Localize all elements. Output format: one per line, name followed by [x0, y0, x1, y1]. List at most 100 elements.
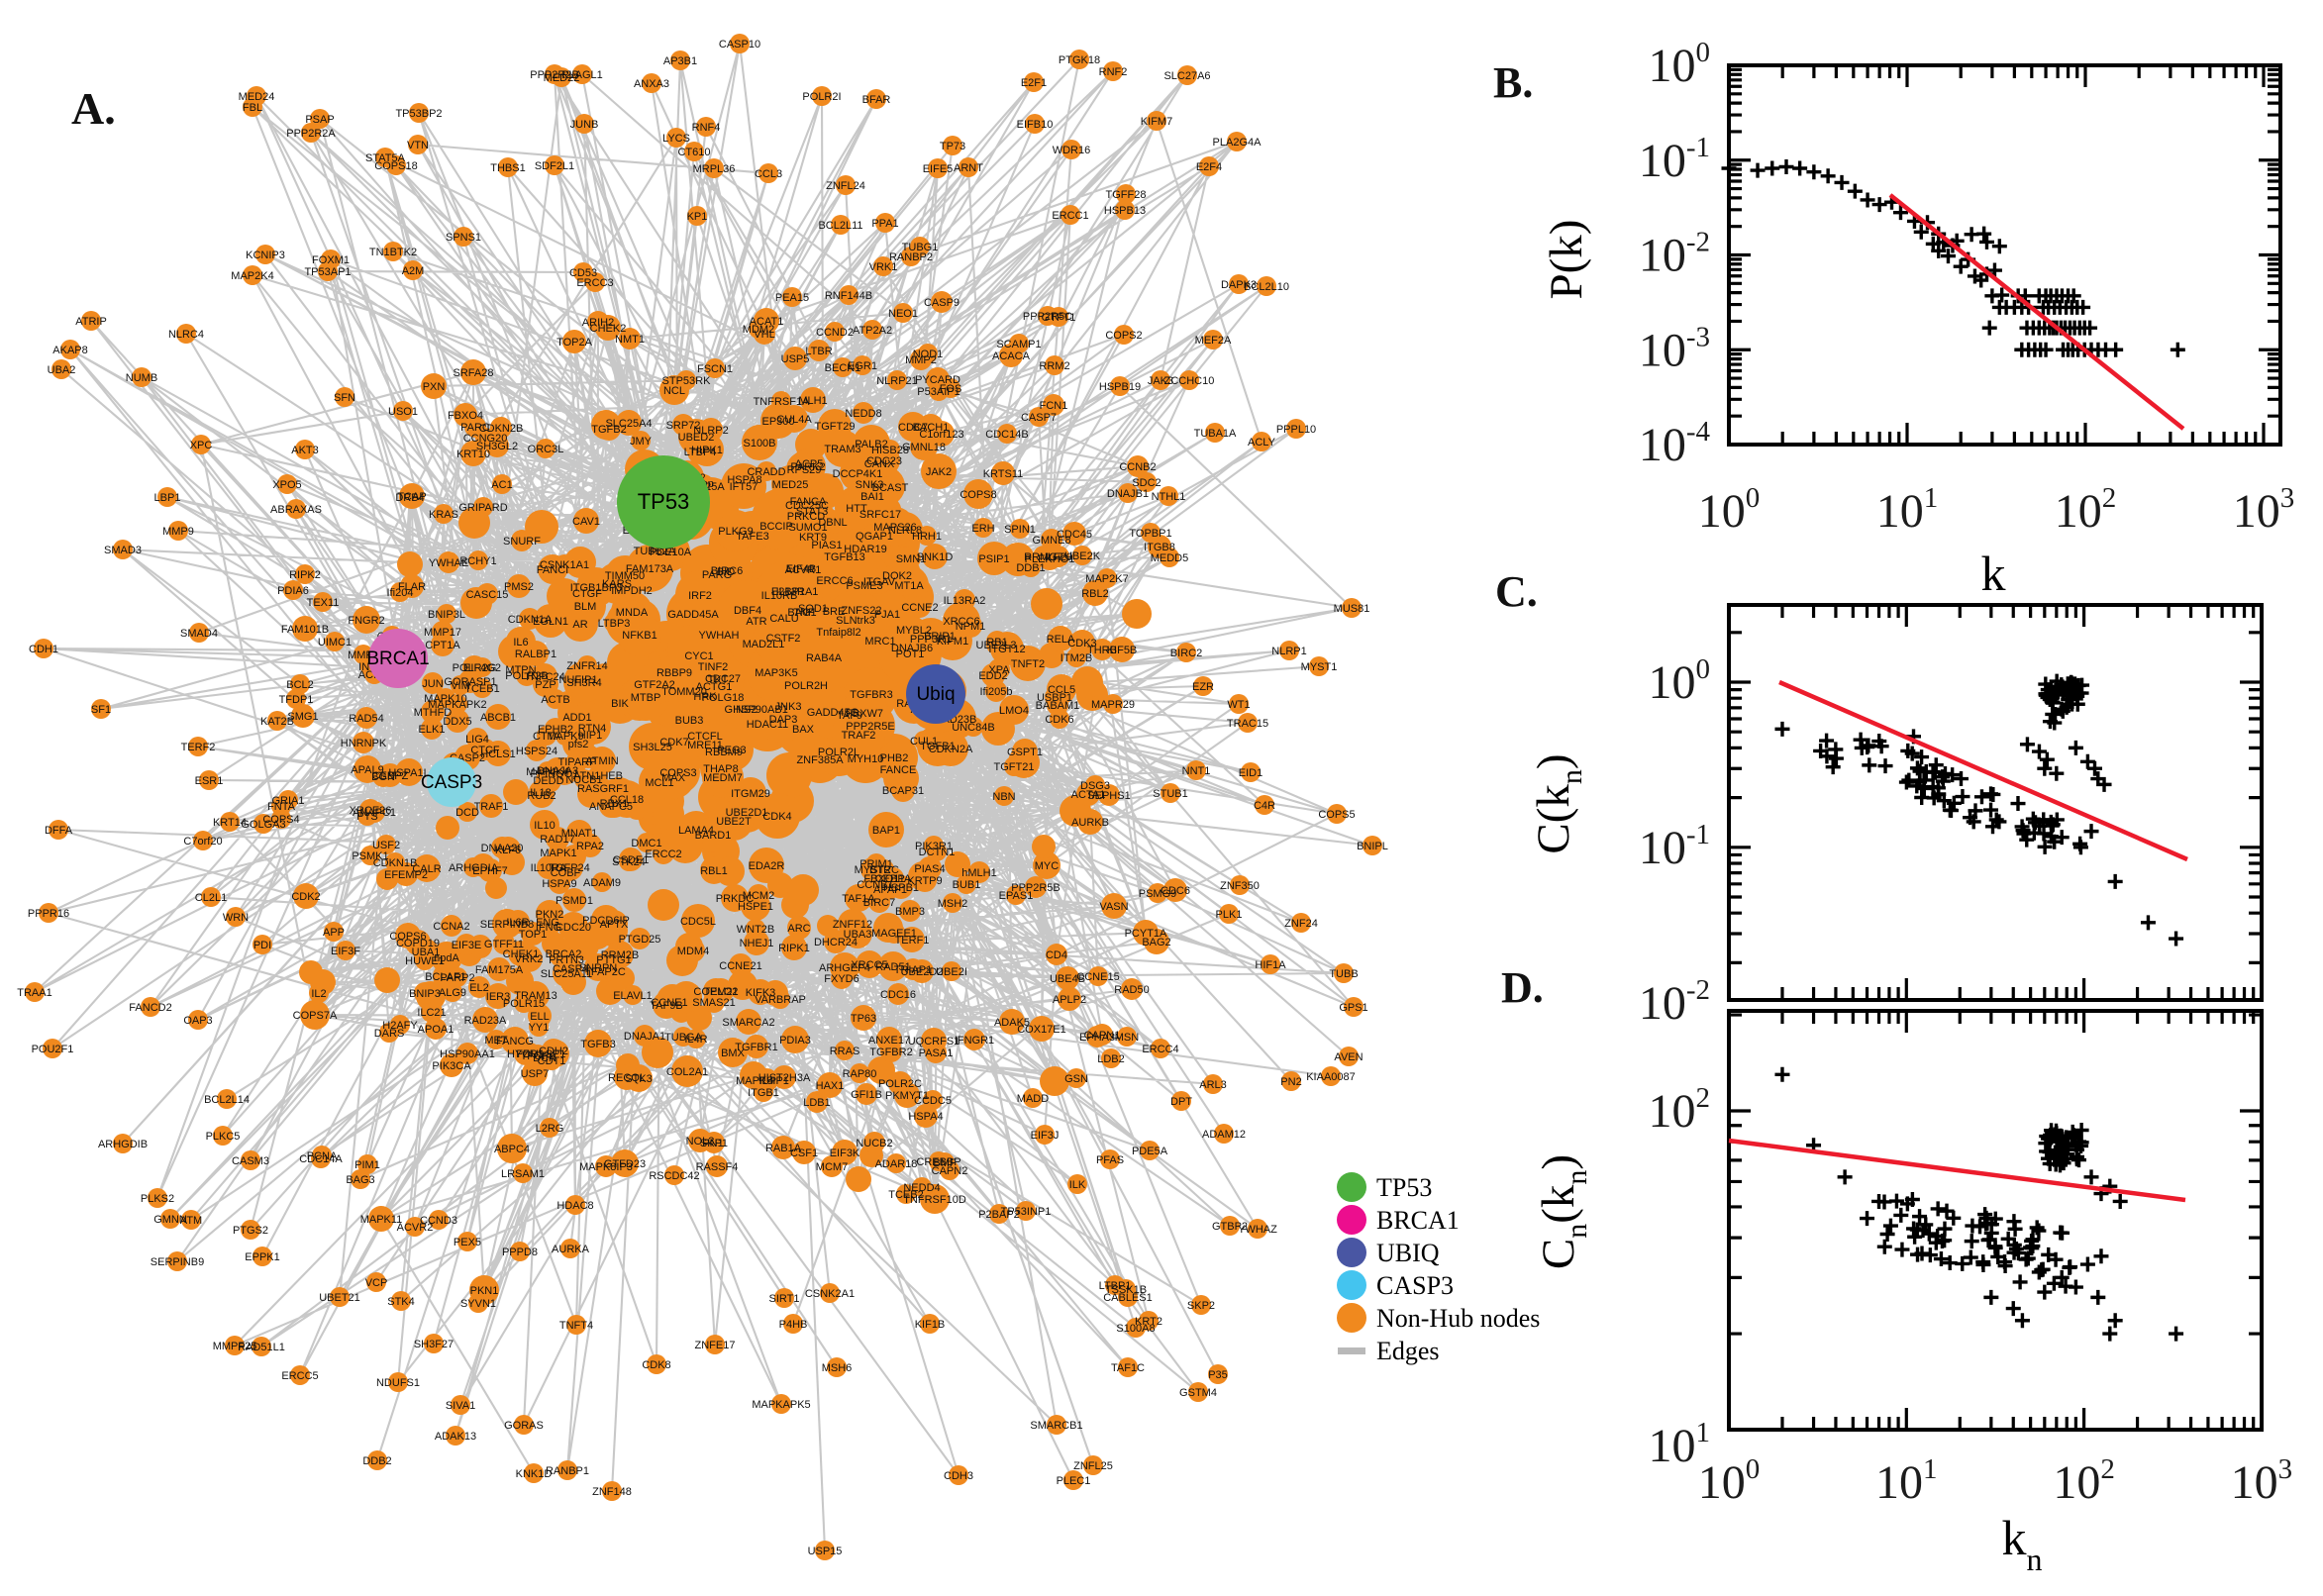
svg-text:TUBGA: TUBGA — [664, 1032, 703, 1044]
svg-text:BID: BID — [717, 566, 735, 578]
svg-text:MAPK10: MAPK10 — [424, 693, 466, 705]
svg-text:BUB1: BUB1 — [953, 879, 981, 891]
svg-text:CDC27: CDC27 — [705, 673, 741, 685]
svg-text:WNT2B: WNT2B — [737, 924, 775, 936]
svg-text:ZNFR14: ZNFR14 — [566, 660, 608, 672]
svg-text:SNK1D: SNK1D — [917, 551, 954, 563]
svg-text:BIRC6: BIRC6 — [711, 565, 743, 577]
svg-text:CDC45: CDC45 — [1057, 529, 1092, 541]
svg-text:UBA2: UBA2 — [48, 364, 76, 376]
svg-text:EIFB10: EIFB10 — [1017, 119, 1054, 131]
svg-text:S100B: S100B — [743, 438, 775, 449]
svg-text:CDH1: CDH1 — [29, 644, 58, 655]
svg-text:HIF1A: HIF1A — [1255, 959, 1286, 971]
svg-text:HDAC8: HDAC8 — [556, 1200, 593, 1212]
svg-text:SLC25A11: SLC25A11 — [541, 968, 592, 980]
svg-text:HRK: HRK — [693, 691, 717, 703]
svg-text:BCL2L11: BCL2L11 — [818, 220, 862, 232]
svg-text:GSTM4: GSTM4 — [1179, 1387, 1217, 1399]
svg-text:HCLS1: HCLS1 — [480, 748, 515, 760]
svg-text:HSPA4: HSPA4 — [908, 1111, 943, 1123]
svg-text:C(kn): C(kn) — [1528, 753, 1588, 853]
svg-text:HRH1: HRH1 — [912, 531, 942, 543]
svg-text:MUS81: MUS81 — [1334, 603, 1370, 615]
svg-text:PTGK18: PTGK18 — [1059, 54, 1100, 66]
svg-text:POLR2G: POLR2G — [453, 662, 497, 674]
svg-text:EDA2R: EDA2R — [749, 860, 785, 872]
svg-text:CHEK1: CHEK1 — [503, 948, 540, 960]
svg-text:EP300: EP300 — [761, 416, 794, 428]
svg-text:TP73: TP73 — [940, 141, 965, 152]
svg-text:LTBP4: LTBP4 — [684, 447, 717, 458]
svg-text:FSCN1: FSCN1 — [697, 363, 733, 375]
svg-text:BCL2L14: BCL2L14 — [204, 1094, 250, 1106]
svg-text:RASGRF1: RASGRF1 — [577, 783, 629, 795]
svg-text:MT1A: MT1A — [894, 580, 924, 592]
svg-text:RASSF4: RASSF4 — [696, 1161, 739, 1173]
svg-text:EIF3J: EIF3J — [1031, 1130, 1060, 1142]
svg-text:CASP3: CASP3 — [1376, 1271, 1454, 1300]
svg-text:HSPS24: HSPS24 — [516, 746, 557, 757]
svg-text:VARBRAP: VARBRAP — [755, 994, 806, 1006]
svg-text:NUCB1: NUCB1 — [565, 774, 602, 786]
svg-text:CABLES1: CABLES1 — [1103, 1292, 1153, 1304]
svg-text:TAF1A: TAF1A — [842, 893, 875, 905]
svg-text:TOPBP1: TOPBP1 — [1129, 528, 1171, 540]
svg-text:UBE2T: UBE2T — [716, 816, 752, 828]
svg-text:JUN: JUN — [422, 678, 443, 690]
svg-text:CDKN2B: CDKN2B — [479, 423, 524, 435]
svg-text:CDC25C: CDC25C — [785, 500, 829, 512]
svg-text:UBE2D1: UBE2D1 — [726, 807, 768, 819]
svg-text:ITGAV: ITGAV — [863, 576, 896, 588]
svg-text:SMAS21: SMAS21 — [692, 997, 735, 1009]
svg-text:SH3GL2: SH3GL2 — [476, 441, 518, 452]
svg-text:FXYD6: FXYD6 — [824, 973, 858, 985]
svg-text:KRTP9: KRTP9 — [907, 875, 942, 887]
svg-text:TCAP: TCAP — [397, 491, 426, 503]
svg-text:HIP1: HIP1 — [578, 730, 602, 742]
svg-text:SOD1: SOD1 — [798, 603, 828, 615]
svg-text:GORAS: GORAS — [504, 1420, 544, 1432]
svg-text:XRCC5: XRCC5 — [851, 959, 887, 971]
svg-text:XRCC6: XRCC6 — [943, 616, 979, 628]
svg-text:TP53BP2: TP53BP2 — [395, 108, 442, 120]
svg-text:CSTF2: CSTF2 — [766, 633, 801, 645]
svg-text:RBBP9: RBBP9 — [656, 667, 692, 679]
svg-text:TOP1: TOP1 — [519, 929, 548, 941]
svg-text:ZNFS22: ZNFS22 — [842, 605, 882, 617]
svg-text:SMAD3: SMAD3 — [104, 545, 142, 556]
svg-text:PDIA3: PDIA3 — [779, 1035, 811, 1047]
svg-text:PIK3CA: PIK3CA — [432, 1060, 471, 1072]
svg-text:MED22: MED22 — [544, 72, 580, 84]
svg-text:ZNF24: ZNF24 — [1284, 918, 1318, 930]
svg-text:ZNF385A: ZNF385A — [796, 754, 844, 766]
svg-text:COPS8: COPS8 — [960, 489, 996, 501]
svg-text:CCNE2: CCNE2 — [901, 602, 938, 614]
svg-text:CDK2: CDK2 — [291, 891, 320, 903]
svg-text:SP1: SP1 — [546, 1048, 566, 1060]
svg-text:BCL2: BCL2 — [286, 679, 314, 691]
svg-text:DBF4: DBF4 — [734, 605, 761, 617]
svg-text:ITGB1BP3: ITGB1BP3 — [570, 582, 623, 594]
svg-text:GPS1: GPS1 — [1339, 1002, 1367, 1014]
svg-text:GINS2: GINS2 — [724, 704, 757, 716]
svg-text:PTGS2: PTGS2 — [233, 1225, 268, 1237]
svg-text:PLEC1: PLEC1 — [1057, 1475, 1091, 1487]
svg-text:UBET21: UBET21 — [319, 1292, 360, 1304]
svg-text:A2M: A2M — [402, 265, 425, 277]
svg-text:QGAP1: QGAP1 — [856, 531, 893, 543]
svg-text:RAD17: RAD17 — [540, 834, 574, 846]
svg-text:TGFB13: TGFB13 — [824, 551, 865, 563]
svg-text:SEPHS1: SEPHS1 — [1087, 790, 1130, 802]
svg-text:ERCC2: ERCC2 — [645, 848, 681, 860]
svg-text:C4R: C4R — [1254, 800, 1275, 812]
svg-text:ITM2B: ITM2B — [1060, 652, 1092, 664]
svg-text:CCND3: CCND3 — [420, 1215, 457, 1227]
svg-text:EFEMP2: EFEMP2 — [384, 869, 428, 881]
svg-text:ACP5: ACP5 — [795, 458, 824, 470]
svg-text:MAPKAPK2: MAPKAPK2 — [428, 699, 486, 711]
svg-text:APTX: APTX — [600, 919, 629, 931]
svg-text:RUB2: RUB2 — [527, 790, 556, 802]
svg-text:MAP2K4: MAP2K4 — [231, 270, 273, 282]
svg-text:SLC25A4: SLC25A4 — [605, 418, 652, 430]
